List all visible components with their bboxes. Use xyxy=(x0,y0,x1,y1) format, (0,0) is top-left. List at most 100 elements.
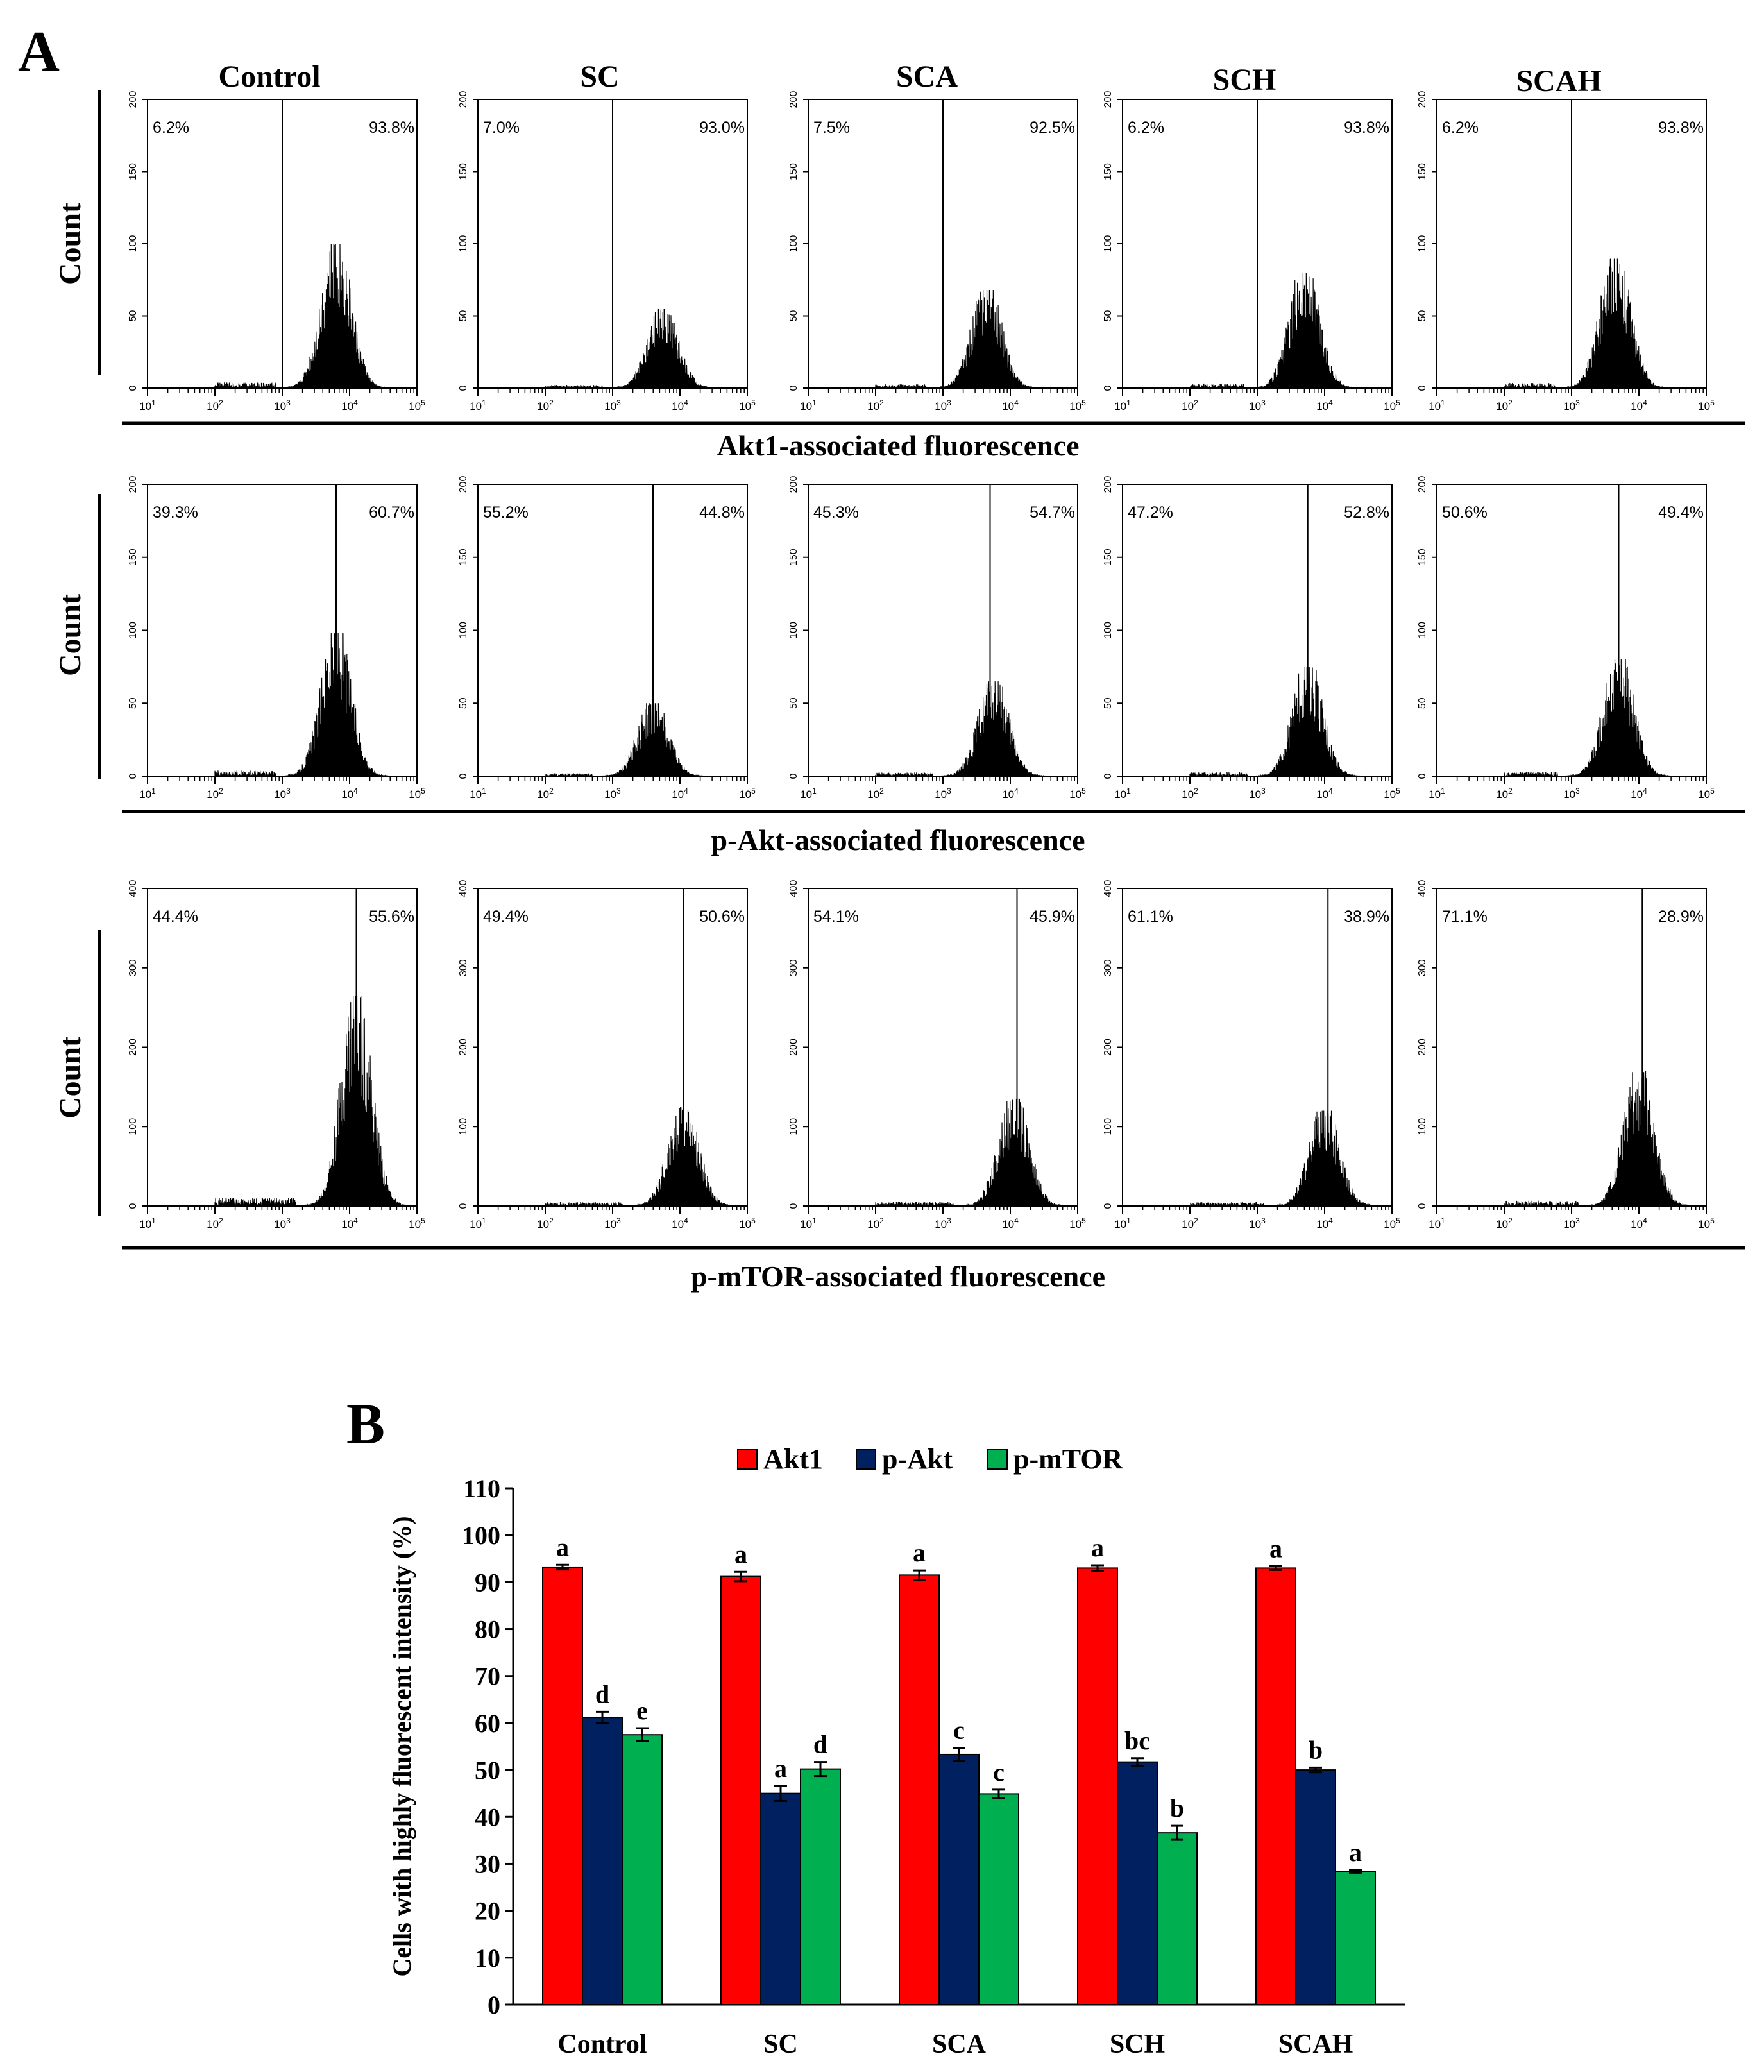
histogram-p-mtor-sch: 0 100 200 300 400 101 102 103 104 105 61.1% 38.9% xyxy=(1103,880,1400,1230)
bar-akt1-sc xyxy=(720,1575,761,2005)
y-tick-label: 0 xyxy=(128,773,139,779)
x-tick-label: 103 xyxy=(935,786,951,801)
x-tick-label: 102 xyxy=(1496,1216,1513,1230)
bar-akt1-scah xyxy=(1255,1567,1296,2006)
x-tick-label: 101 xyxy=(139,398,156,412)
significance-letter: a xyxy=(734,1540,747,1568)
x-tick-label: 103 xyxy=(1563,786,1580,801)
legend-swatch-p-mtor xyxy=(987,1449,1008,1470)
x-tick-label: 105 xyxy=(1698,786,1715,801)
y-tick-label: 100 xyxy=(1417,235,1428,253)
significance-letter: a xyxy=(556,1533,569,1561)
x-tick-label: 104 xyxy=(672,786,688,801)
x-tick-label: 102 xyxy=(1182,1216,1198,1230)
bar-chart: 0 10 20 30 40 50 60 70 80 90 100 110 Cells with high… xyxy=(387,1443,1405,2059)
y-tick-label: 10 xyxy=(475,1944,500,1973)
y-tick-label: 150 xyxy=(128,548,139,566)
x-tick-label: 101 xyxy=(1114,786,1131,801)
x-tick-label: 103 xyxy=(1563,1216,1580,1230)
x-tick-label: 103 xyxy=(604,398,621,412)
y-tick-label: 150 xyxy=(788,163,799,180)
y-tick-label: 100 xyxy=(458,622,469,639)
significance-letter: c xyxy=(993,1758,1005,1787)
x-axis-label: p-mTOR-associated fluorescence xyxy=(691,1260,1105,1293)
x-tick-label: 105 xyxy=(739,786,756,801)
x-tick-label: 104 xyxy=(1316,786,1333,801)
histogram-p-mtor-sca: 0 100 200 300 400 101 102 103 104 105 54.1% 45.9% xyxy=(788,880,1086,1230)
high-percent: 38.9% xyxy=(1344,908,1389,926)
bar-p-mtor-sc xyxy=(800,1768,841,2005)
x-tick-label: 101 xyxy=(139,786,156,801)
x-tick-label: 105 xyxy=(409,398,425,412)
x-tick-label: 103 xyxy=(1249,398,1266,412)
y-tick-label: 150 xyxy=(458,548,469,566)
histogram-bars xyxy=(1437,1071,1707,1208)
x-tick-label: 105 xyxy=(1069,786,1086,801)
bar-group-sch: a bc b SCH xyxy=(1077,1533,1198,2059)
high-percent: 50.6% xyxy=(699,908,745,926)
x-tick-label: 101 xyxy=(800,398,817,412)
x-tick-label: 102 xyxy=(207,398,223,412)
x-tick-label: 104 xyxy=(1316,398,1333,412)
y-tick-label: 50 xyxy=(788,310,799,322)
y-tick-label: 200 xyxy=(128,1039,139,1056)
y-tick-label: 200 xyxy=(788,1039,799,1056)
x-tick-label: 103 xyxy=(935,1216,951,1230)
y-tick-label: 50 xyxy=(128,697,139,709)
significance-letter: c xyxy=(953,1716,965,1745)
histogram-bars xyxy=(808,1098,1078,1208)
significance-letter: a xyxy=(1091,1533,1104,1562)
histogram-p-akt-scah: 0 50 100 150 200 101 102 103 104 105 50.6% 49.4% xyxy=(1417,476,1715,801)
high-percent: 60.7% xyxy=(369,504,414,522)
count-label: Count xyxy=(53,1037,87,1119)
histogram-akt1-control: 0 50 100 150 200 101 102 103 104 105 6.2% 93.8% xyxy=(128,91,425,412)
y-tick-label: 0 xyxy=(1103,1203,1114,1209)
x-tick-label: 104 xyxy=(672,1216,688,1230)
low-percent: 6.2% xyxy=(1128,119,1164,137)
low-percent: 45.3% xyxy=(813,504,859,522)
significance-letter: b xyxy=(1309,1735,1323,1764)
x-tick-label: 103 xyxy=(274,398,291,412)
low-percent: 6.2% xyxy=(1442,119,1479,137)
category-label-sch: SCH xyxy=(1110,2030,1165,2059)
bar-p-akt-control xyxy=(582,1717,623,2005)
x-tick-label: 102 xyxy=(867,1216,884,1230)
y-tick-label: 50 xyxy=(475,1756,500,1785)
low-percent: 7.5% xyxy=(813,119,850,137)
histogram-bars xyxy=(478,703,747,778)
y-tick-label: 0 xyxy=(788,773,799,779)
y-tick-label: 70 xyxy=(475,1662,500,1691)
x-tick-label: 103 xyxy=(935,398,951,412)
histogram-p-akt-sc: 0 50 100 150 200 101 102 103 104 105 55.2% 44.8% xyxy=(458,476,756,801)
x-tick-label: 102 xyxy=(867,786,884,801)
y-tick-label: 150 xyxy=(1103,163,1114,180)
legend-label-akt1: Akt1 xyxy=(763,1443,823,1475)
x-tick-label: 104 xyxy=(1631,1216,1647,1230)
x-tick-label: 105 xyxy=(1384,398,1400,412)
x-tick-label: 103 xyxy=(604,786,621,801)
low-percent: 44.4% xyxy=(153,908,198,926)
high-percent: 44.8% xyxy=(699,504,745,522)
high-percent: 55.6% xyxy=(369,908,414,926)
x-tick-label: 102 xyxy=(537,398,554,412)
column-title-sc: SC xyxy=(580,60,619,94)
significance-letter: a xyxy=(1349,1838,1362,1867)
bar-p-mtor-scah xyxy=(1335,1871,1376,2005)
y-tick-label: 50 xyxy=(1103,697,1114,709)
y-tick-label: 100 xyxy=(1417,622,1428,639)
x-tick-label: 104 xyxy=(341,1216,358,1230)
histogram-bars xyxy=(1123,272,1392,390)
y-tick-label: 0 xyxy=(1417,1203,1428,1209)
low-percent: 50.6% xyxy=(1442,504,1488,522)
histogram-bars xyxy=(1123,1110,1393,1208)
category-label-scah: SCAH xyxy=(1278,2030,1353,2059)
x-tick-label: 101 xyxy=(470,398,486,412)
high-percent: 54.7% xyxy=(1030,504,1075,522)
y-tick-label: 200 xyxy=(458,1039,469,1056)
bar-p-akt-sc xyxy=(760,1792,801,2006)
y-tick-label: 0 xyxy=(1417,385,1428,391)
x-tick-label: 104 xyxy=(1631,786,1647,801)
x-tick-label: 105 xyxy=(409,1216,425,1230)
